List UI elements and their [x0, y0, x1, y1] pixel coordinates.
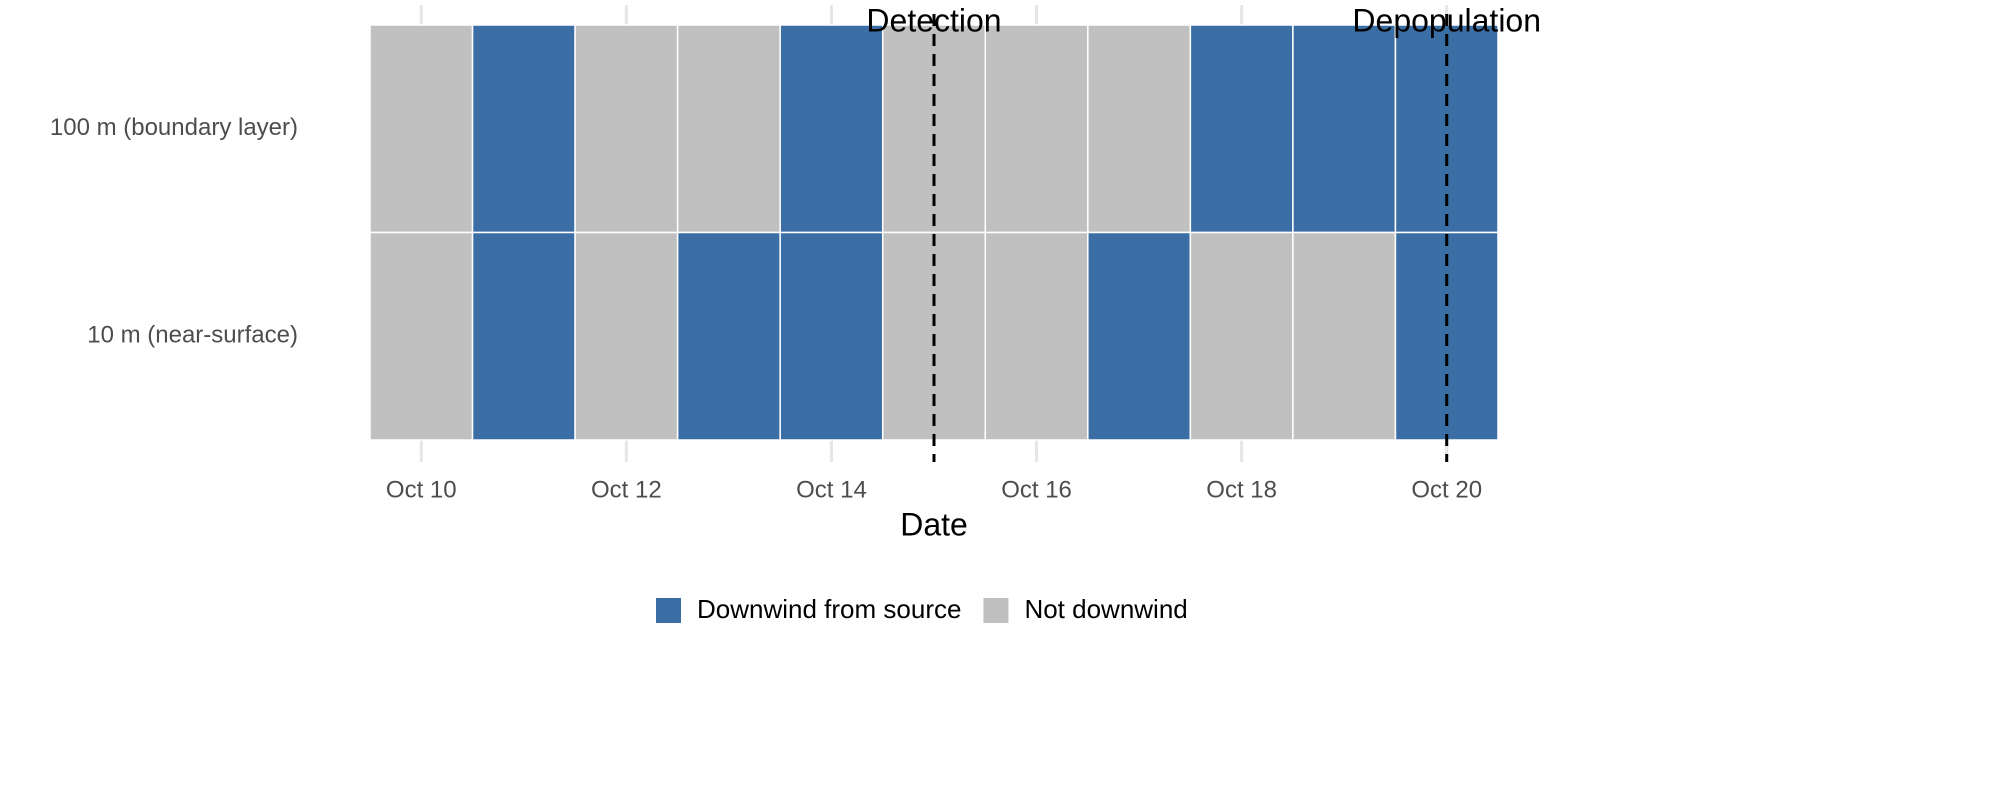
y-tick-label: 10 m (near-surface): [87, 322, 298, 349]
x-tick-label: Oct 16: [1001, 476, 1072, 503]
tile: [1087, 24, 1192, 234]
x-tick-label: Oct 18: [1206, 476, 1277, 503]
annotation-label: Detection: [866, 2, 1001, 38]
tile: [1189, 231, 1294, 441]
tile: [1292, 24, 1397, 234]
tile: [369, 24, 474, 234]
annotation-label: Depopulation: [1352, 2, 1541, 38]
tile: [1087, 231, 1192, 441]
tile: [779, 231, 884, 441]
tile: [471, 24, 576, 234]
tile: [574, 231, 679, 441]
tile: [369, 231, 474, 441]
x-tick-label: Oct 14: [796, 476, 867, 503]
x-tick-label: Oct 20: [1411, 476, 1482, 503]
x-axis-label: Date: [900, 506, 968, 542]
tile: [676, 24, 781, 234]
legend-label: Not downwind: [1024, 594, 1187, 624]
legend-swatch: [983, 598, 1009, 623]
tile: [1292, 231, 1397, 441]
tile: [984, 231, 1089, 441]
legend-label: Downwind from source: [697, 594, 961, 624]
tile: [984, 24, 1089, 234]
tile: [471, 231, 576, 441]
tile: [779, 24, 884, 234]
tile: [1189, 24, 1294, 234]
x-tick-label: Oct 10: [386, 476, 457, 503]
y-tick-label: 100 m (boundary layer): [50, 114, 298, 141]
tile: [574, 24, 679, 234]
tile: [676, 231, 781, 441]
x-tick-label: Oct 12: [591, 476, 662, 503]
legend-swatch: [656, 598, 681, 623]
